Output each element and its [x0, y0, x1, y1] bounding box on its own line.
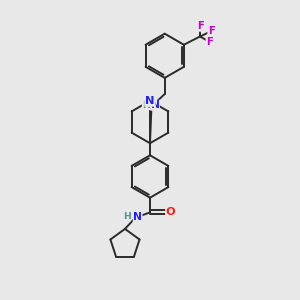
- Text: N: N: [151, 100, 159, 110]
- Text: F: F: [208, 26, 214, 36]
- Text: H: H: [123, 212, 130, 221]
- Text: N: N: [145, 96, 155, 106]
- Text: N: N: [133, 212, 142, 221]
- Text: O: O: [166, 207, 176, 218]
- Text: H: H: [142, 101, 150, 110]
- Text: F: F: [197, 21, 203, 31]
- Text: F: F: [206, 37, 213, 47]
